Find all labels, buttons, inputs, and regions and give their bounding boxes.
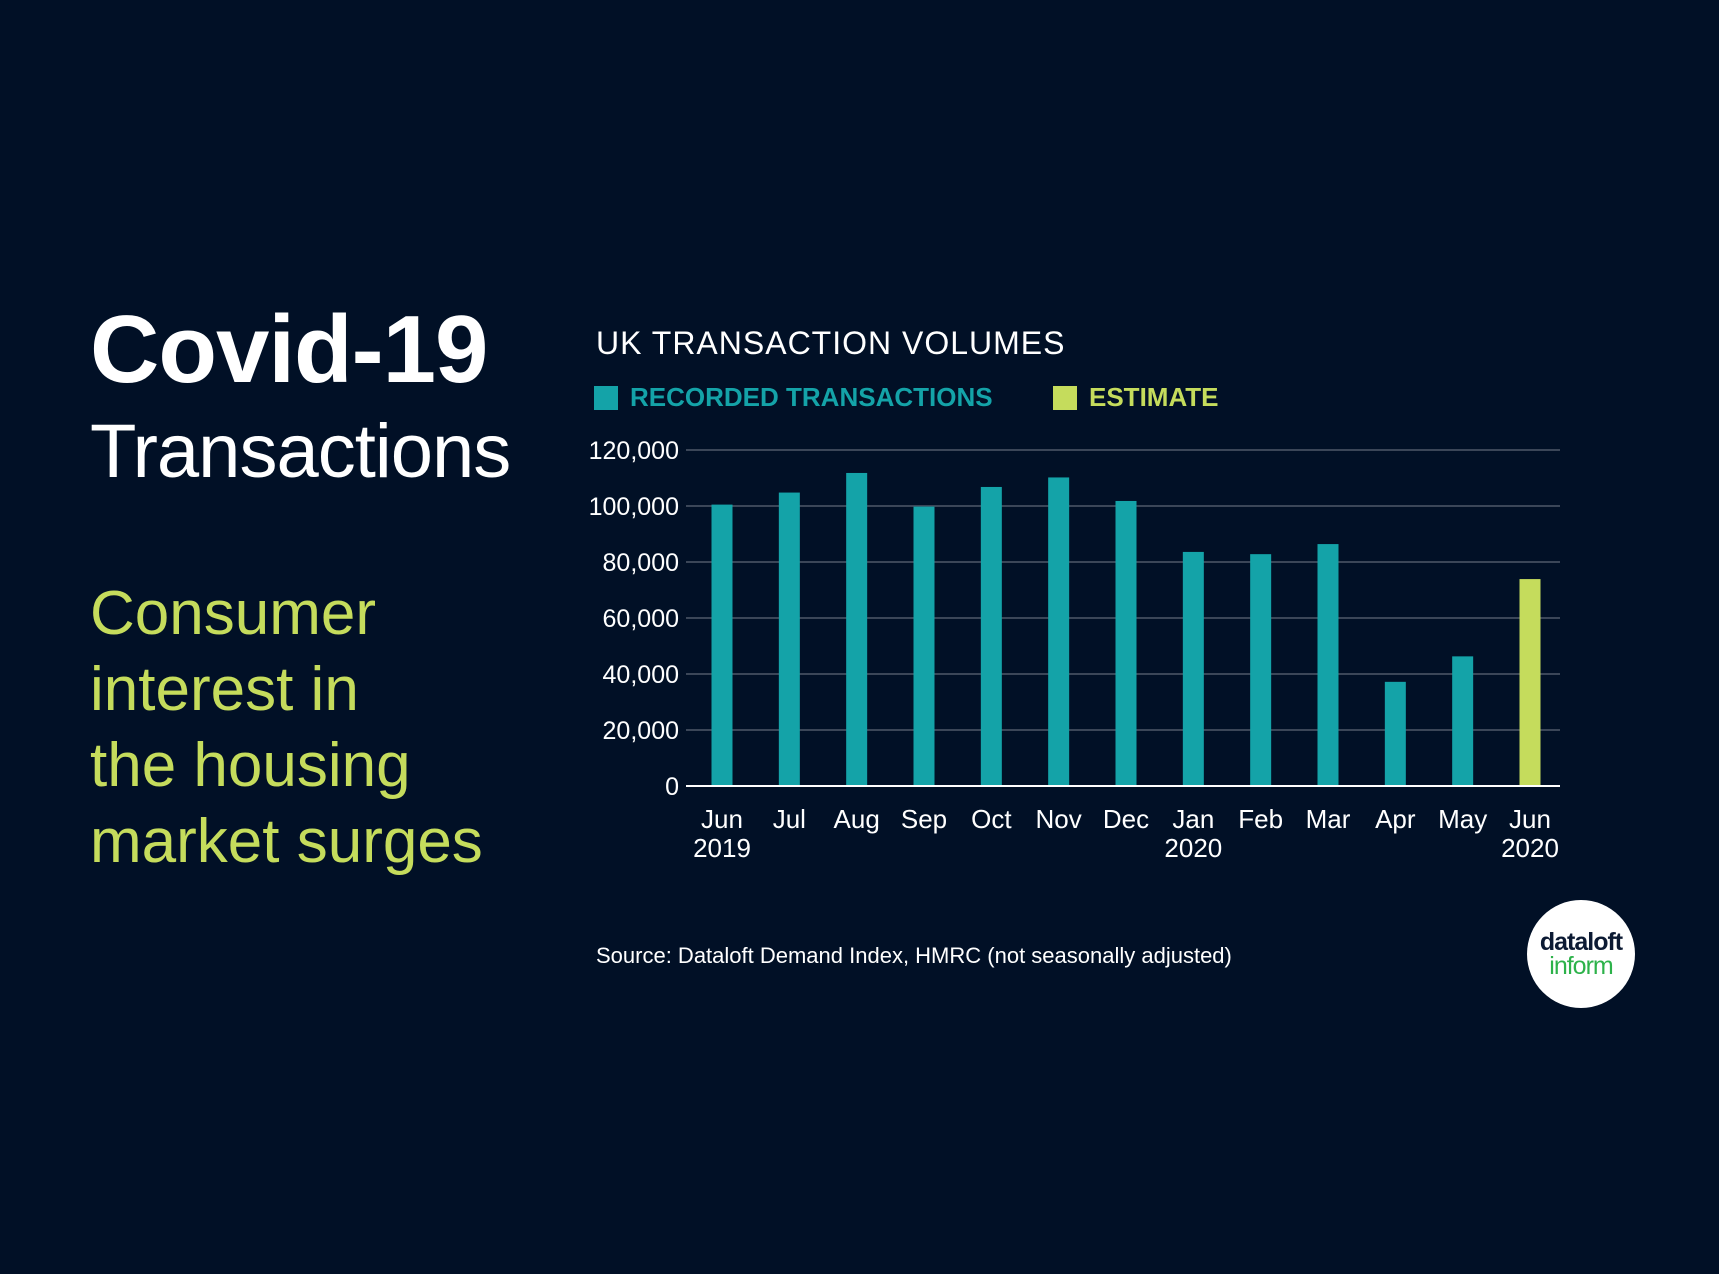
bar-recorded (1317, 544, 1339, 786)
headline-title: Covid-19 (90, 296, 488, 403)
y-tick-label: 40,000 (603, 661, 679, 689)
y-tick-label: 0 (665, 773, 679, 801)
x-tick-label: 2020 (1501, 833, 1559, 863)
bar-recorded (980, 486, 1002, 786)
bar-recorded (1048, 477, 1070, 786)
headline-block: Covid-19 Transactions Consumer interest … (90, 300, 550, 880)
dataloft-logo: dataloft inform (1527, 900, 1635, 1008)
y-tick-label: 120,000 (589, 437, 679, 465)
legend: RECORDED TRANSACTIONS ESTIMATE (594, 382, 1219, 412)
bar-recorded (1182, 551, 1204, 786)
legend-swatch-estimate (1053, 386, 1077, 410)
logo-line1: dataloft (1539, 928, 1623, 956)
bar-recorded (1384, 681, 1406, 786)
bar-recorded (1115, 500, 1137, 786)
x-tick-label: Apr (1375, 804, 1416, 834)
bar-recorded (1250, 554, 1272, 786)
x-tick-label: Jun (701, 804, 743, 834)
x-tick-label: 2020 (1164, 833, 1222, 863)
bar-recorded (711, 504, 733, 786)
y-axis: 0 20,000 40,000 60,000 80,000 100,000 120,000 (589, 437, 679, 801)
x-tick-label: Oct (971, 804, 1012, 834)
x-tick-label: Jun (1509, 804, 1551, 834)
x-tick-label: Nov (1036, 804, 1082, 834)
tagline-line: the housing (90, 731, 411, 800)
tagline-line: Consumer (90, 579, 376, 648)
tagline: Consumer interest in the housing market … (90, 576, 550, 880)
x-tick-label: Mar (1306, 804, 1351, 834)
bars (711, 472, 1541, 786)
x-tick-label: Jan (1172, 804, 1214, 834)
chart-title: UK TRANSACTION VOLUMES (596, 325, 1065, 361)
tagline-line: interest in (90, 655, 359, 724)
bar-estimate (1519, 579, 1541, 786)
legend-label-estimate: ESTIMATE (1089, 382, 1219, 412)
x-tick-label: Jul (773, 804, 806, 834)
legend-swatch-recorded (594, 386, 618, 410)
tagline-line: market surges (90, 807, 483, 876)
x-tick-label: Sep (901, 804, 947, 834)
bar-recorded (1452, 656, 1474, 786)
y-tick-label: 60,000 (603, 605, 679, 633)
source-note: Source: Dataloft Demand Index, HMRC (not… (596, 943, 1232, 968)
y-tick-label: 20,000 (603, 717, 679, 745)
x-tick-label: Aug (834, 804, 880, 834)
y-tick-label: 80,000 (603, 549, 679, 577)
bar-recorded (846, 472, 868, 786)
bar-recorded (913, 506, 935, 786)
x-tick-label: Feb (1238, 804, 1283, 834)
x-tick-label: Dec (1103, 804, 1149, 834)
logo-line2: inform (1549, 952, 1613, 980)
y-tick-label: 100,000 (589, 493, 679, 521)
x-tick-label: 2019 (693, 833, 751, 863)
bar-recorded (778, 492, 800, 786)
headline-subtitle: Transactions (90, 409, 511, 494)
legend-label-recorded: RECORDED TRANSACTIONS (630, 382, 993, 412)
x-tick-label: May (1438, 804, 1487, 834)
